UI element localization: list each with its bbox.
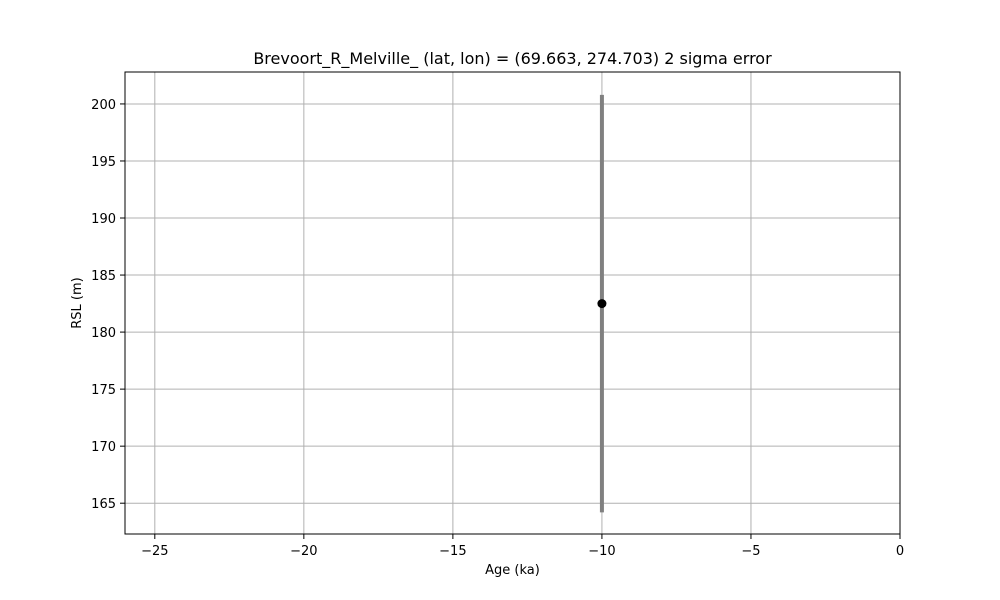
data-marks: [597, 94, 607, 513]
y-tick-label: 175: [91, 383, 116, 398]
x-tick-label: −10: [588, 544, 615, 559]
x-tick-label: −25: [141, 544, 168, 559]
axis-ticks: −25 −20 −15 −10 −5 0 165 170 175 180 185 190 195 200: [91, 98, 904, 559]
x-tick-label: −5: [741, 544, 760, 559]
x-tick-label: −15: [439, 544, 466, 559]
y-tick-label: 165: [91, 497, 116, 512]
y-tick-label: 180: [91, 326, 116, 341]
x-tick-label: −20: [290, 544, 317, 559]
y-tick-label: 200: [91, 98, 116, 113]
y-tick-label: 195: [91, 155, 116, 170]
y-tick-label: 170: [91, 440, 116, 455]
data-point: [597, 299, 607, 309]
plot-frame: [124, 71, 901, 535]
y-tick-label: 190: [91, 212, 116, 227]
y-axis-label: RSL (m): [70, 277, 85, 328]
grid-lines: [125, 72, 901, 534]
chart-title: Brevoort_R_Melville_ (lat, lon) = (69.66…: [253, 49, 772, 69]
x-axis-label: Age (ka): [485, 563, 540, 578]
x-tick-label: 0: [896, 544, 904, 559]
y-tick-label: 185: [91, 269, 116, 284]
